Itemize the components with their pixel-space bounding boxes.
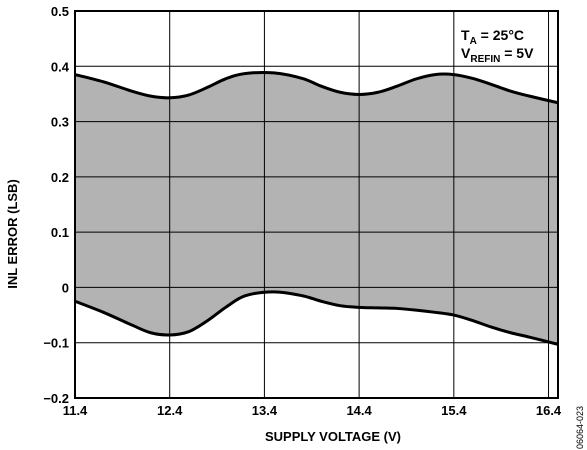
x-tick-label: 11.4	[63, 403, 88, 418]
y-tick-label: 0.2	[51, 170, 69, 185]
min-inl-curve	[74, 290, 559, 346]
y-tick-label: −0.1	[43, 336, 69, 351]
conditions-annotation: TA = 25°C VREFIN = 5V	[461, 27, 534, 65]
y-tick-label: 0.4	[51, 59, 70, 74]
x-tick-label: 14.4	[346, 403, 372, 418]
x-tick-label: 16.4	[536, 403, 562, 418]
figure-code: 06064-023	[575, 406, 585, 449]
y-tick-label: −0.2	[43, 391, 69, 406]
x-tick-label: 12.4	[157, 403, 183, 418]
y-tick-label: 0.1	[51, 225, 69, 240]
x-tick-label: 13.4	[252, 403, 278, 418]
x-axis-label: SUPPLY VOLTAGE (V)	[265, 429, 401, 444]
y-tick-label: 0.3	[51, 115, 69, 130]
y-tick-label: 0.5	[51, 4, 69, 19]
error-band-layer	[75, 72, 558, 345]
grid-layer	[75, 11, 558, 398]
tick-label-layer: 11.4 12.4 13.4 14.4 15.4 16.4 −0.2 −0.1 0 0.1 0.2 0…	[43, 4, 562, 418]
max-inl-curve	[74, 70, 559, 105]
temperature-note: TA = 25°C	[461, 27, 524, 47]
inl-error-band	[75, 72, 558, 345]
reference-voltage-note: VREFIN = 5V	[461, 45, 534, 65]
plot-frame	[74, 10, 559, 399]
curve-layer	[74, 70, 559, 346]
x-tick-label: 15.4	[441, 403, 467, 418]
y-axis-label: INL ERROR (LSB)	[5, 179, 20, 289]
y-tick-label: 0	[62, 280, 69, 295]
